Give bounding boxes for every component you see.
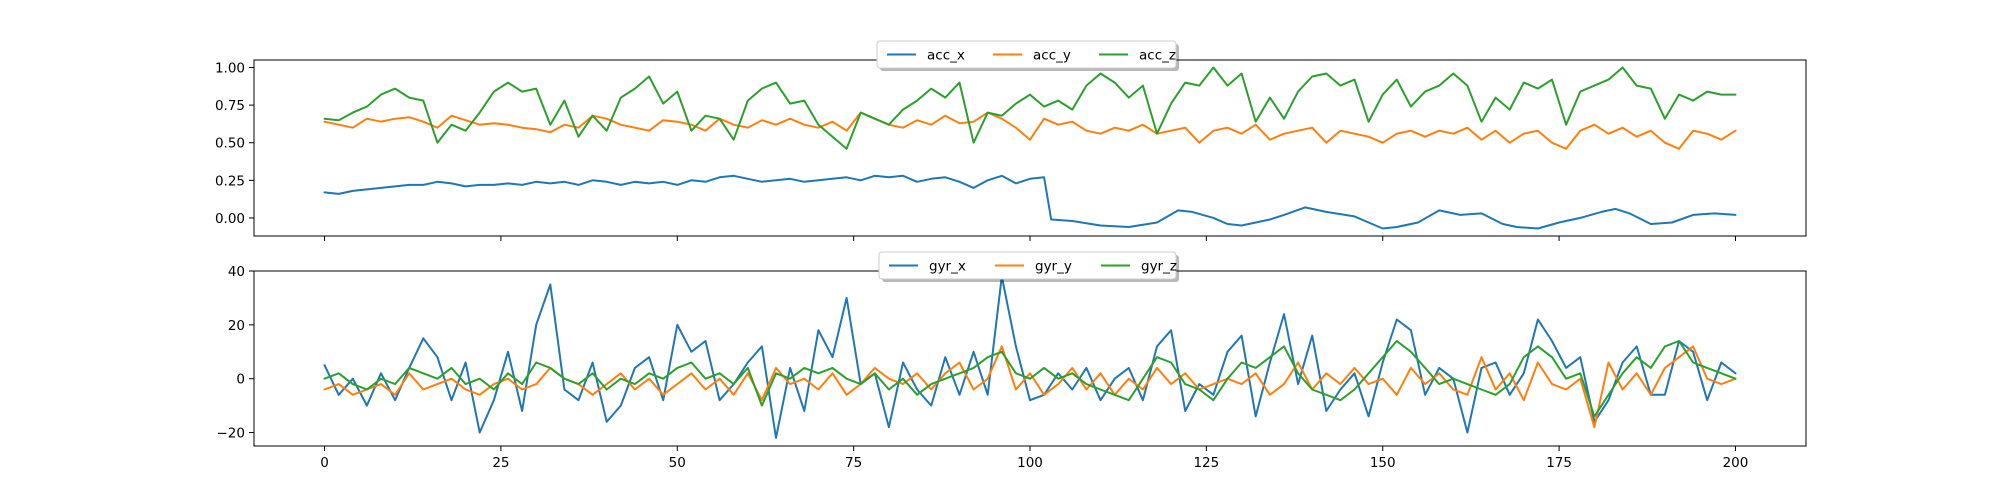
legend-box bbox=[878, 251, 1177, 280]
x-tick-label: 200 bbox=[1723, 455, 1749, 471]
legend-label-acc_z: acc_z bbox=[1139, 48, 1176, 64]
y-tick-label: 20 bbox=[228, 318, 245, 334]
x-tick-label: 75 bbox=[845, 455, 862, 471]
x-tick-label: 25 bbox=[492, 455, 509, 471]
y-tick-label: 0.25 bbox=[215, 173, 245, 189]
legend-label-gyr_z: gyr_z bbox=[1141, 259, 1177, 275]
y-tick-label: −20 bbox=[217, 426, 246, 442]
series-line-acc_z bbox=[323, 66, 1737, 150]
series-line-acc_y bbox=[323, 111, 1737, 150]
y-tick-label: 40 bbox=[228, 264, 245, 280]
series-line-acc_x bbox=[323, 174, 1737, 230]
x-tick-label: 0 bbox=[320, 455, 329, 471]
x-tick-label: 150 bbox=[1370, 455, 1396, 471]
y-tick-label: 0 bbox=[236, 372, 245, 388]
legend: gyr_x gyr_y gyr_z bbox=[878, 251, 1179, 282]
y-tick-label: 0.50 bbox=[215, 136, 245, 152]
x-tick-label: 50 bbox=[669, 455, 686, 471]
y-tick-label: 1.00 bbox=[215, 61, 245, 77]
y-tick-label: 0.75 bbox=[215, 98, 245, 114]
x-tick-label: 100 bbox=[1017, 455, 1043, 471]
gyroscope-panel: 0 25 50 75 100 125 150 175 200 −20 0 20 40 gyr_x gyr_y… bbox=[217, 251, 1807, 471]
legend-label-acc_x: acc_x bbox=[927, 48, 965, 64]
legend-label-gyr_y: gyr_y bbox=[1035, 259, 1072, 275]
y-tick-label: 0.00 bbox=[215, 211, 245, 227]
legend-label-gyr_x: gyr_x bbox=[929, 259, 966, 275]
x-tick-label: 175 bbox=[1546, 455, 1572, 471]
legend-box bbox=[876, 40, 1177, 69]
x-tick-label: 125 bbox=[1193, 455, 1219, 471]
accelerometer-panel: 0.00 0.25 0.50 0.75 1.00 acc_x acc_y acc_z bbox=[215, 40, 1807, 241]
series-line-gyr_z bbox=[323, 340, 1737, 418]
series-line-gyr_x bbox=[323, 275, 1737, 439]
legend: acc_x acc_y acc_z bbox=[876, 40, 1179, 71]
legend-label-acc_y: acc_y bbox=[1033, 48, 1071, 64]
